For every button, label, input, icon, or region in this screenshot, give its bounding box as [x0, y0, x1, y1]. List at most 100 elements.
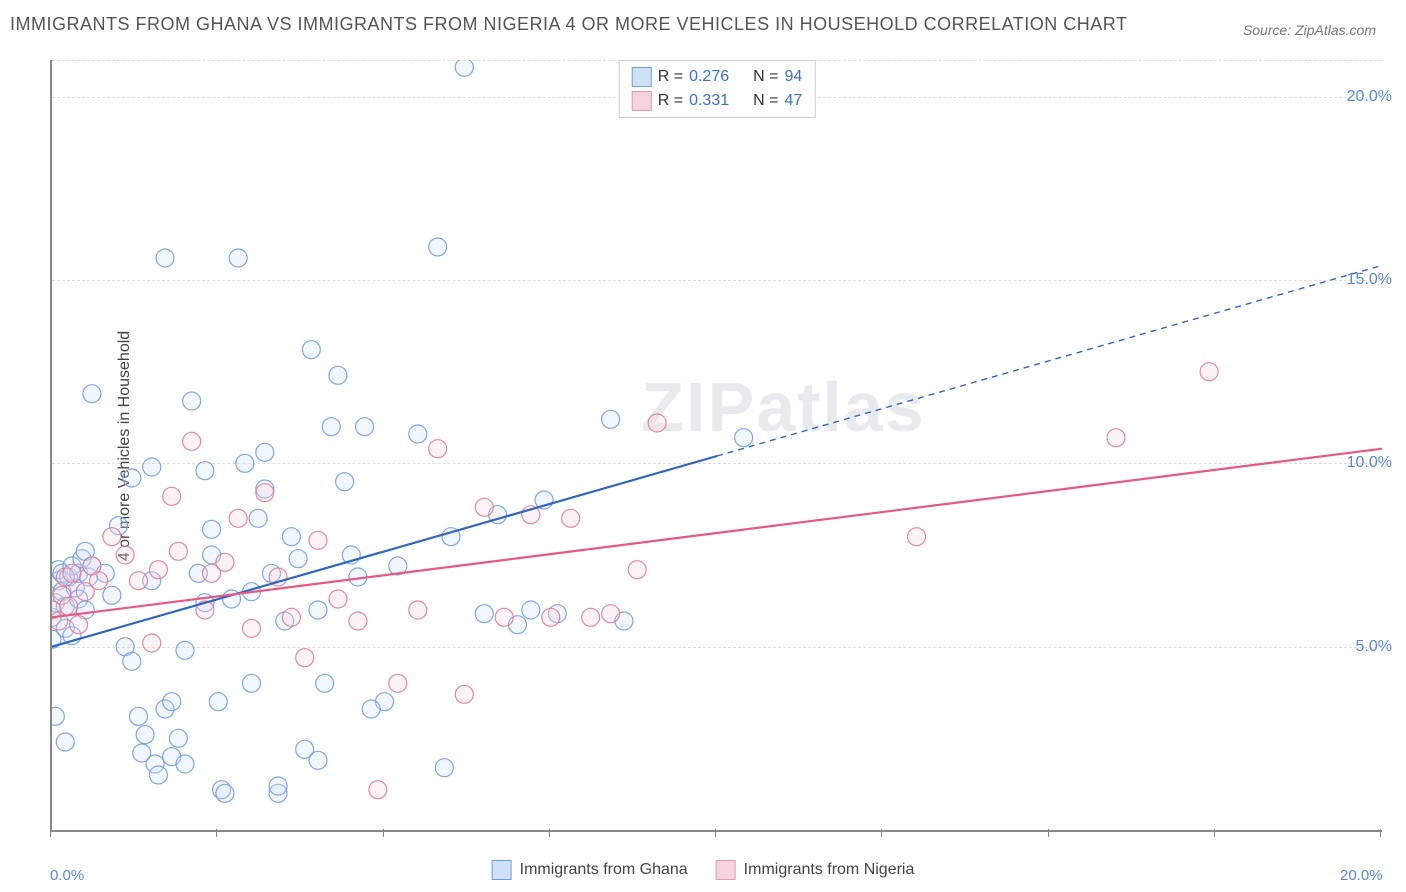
- x-tick-mark: [1380, 829, 1381, 837]
- r-label: R =: [658, 92, 683, 110]
- data-point: [289, 550, 307, 568]
- data-point: [329, 366, 347, 384]
- r-value: 0.331: [689, 92, 729, 110]
- n-value: 47: [784, 92, 802, 110]
- data-point: [176, 641, 194, 659]
- data-point: [90, 572, 108, 590]
- data-point: [1107, 429, 1125, 447]
- x-tick-mark: [1214, 829, 1215, 837]
- data-point: [282, 528, 300, 546]
- data-point: [522, 601, 540, 619]
- data-point: [282, 608, 300, 626]
- data-point: [183, 392, 201, 410]
- stats-legend: R = 0.276 N = 94 R = 0.331 N = 47: [619, 60, 816, 118]
- data-point: [309, 601, 327, 619]
- data-point: [149, 766, 167, 784]
- swatch-icon: [492, 860, 512, 880]
- chart-title: IMMIGRANTS FROM GHANA VS IMMIGRANTS FROM…: [10, 14, 1127, 35]
- data-point: [163, 693, 181, 711]
- data-point: [52, 707, 64, 725]
- data-point: [455, 685, 473, 703]
- data-point: [322, 418, 340, 436]
- data-point: [302, 341, 320, 359]
- data-point: [169, 729, 187, 747]
- r-label: R =: [658, 68, 683, 86]
- x-tick-label: 0.0%: [50, 867, 84, 884]
- data-point: [475, 605, 493, 623]
- x-tick-mark: [216, 829, 217, 837]
- x-tick-mark: [881, 829, 882, 837]
- data-point: [735, 429, 753, 447]
- data-point: [56, 733, 74, 751]
- data-point: [116, 546, 134, 564]
- plot-area: R = 0.276 N = 94 R = 0.331 N = 47 ZIPatl…: [50, 60, 1382, 832]
- data-point: [143, 458, 161, 476]
- data-point: [236, 454, 254, 472]
- data-point: [409, 601, 427, 619]
- r-value: 0.276: [689, 68, 729, 86]
- legend-item: Immigrants from Ghana: [492, 860, 688, 880]
- data-point: [149, 561, 167, 579]
- data-point: [169, 542, 187, 560]
- swatch-icon: [632, 67, 652, 87]
- scatter-svg: [52, 60, 1382, 830]
- trend-line-extrapolated: [717, 265, 1382, 456]
- data-point: [123, 469, 141, 487]
- data-point: [243, 674, 261, 692]
- data-point: [129, 707, 147, 725]
- data-point: [602, 410, 620, 428]
- x-tick-mark: [383, 829, 384, 837]
- trend-line: [52, 449, 1382, 618]
- data-point: [243, 619, 261, 637]
- data-point: [429, 238, 447, 256]
- data-point: [70, 616, 88, 634]
- data-point: [136, 726, 154, 744]
- data-point: [229, 249, 247, 267]
- data-point: [129, 572, 147, 590]
- n-label: N =: [753, 68, 778, 86]
- data-point: [409, 425, 427, 443]
- legend-item: Immigrants from Nigeria: [716, 860, 915, 880]
- data-point: [389, 674, 407, 692]
- data-point: [1200, 363, 1218, 381]
- data-point: [229, 509, 247, 527]
- x-tick-label: 20.0%: [1340, 867, 1383, 884]
- data-point: [475, 498, 493, 516]
- swatch-icon: [716, 860, 736, 880]
- data-point: [369, 781, 387, 799]
- x-tick-mark: [50, 829, 51, 837]
- data-point: [329, 590, 347, 608]
- data-point: [309, 751, 327, 769]
- legend-label: Immigrants from Ghana: [520, 861, 688, 879]
- data-point: [183, 432, 201, 450]
- data-point: [495, 608, 513, 626]
- data-point: [582, 608, 600, 626]
- n-value: 94: [784, 68, 802, 86]
- legend-label: Immigrants from Nigeria: [744, 861, 915, 879]
- data-point: [648, 414, 666, 432]
- data-point: [356, 418, 374, 436]
- data-point: [123, 652, 141, 670]
- n-label: N =: [753, 92, 778, 110]
- data-point: [163, 487, 181, 505]
- data-point: [429, 440, 447, 458]
- stats-row: R = 0.276 N = 94: [620, 65, 815, 89]
- series-legend: Immigrants from Ghana Immigrants from Ni…: [492, 860, 915, 880]
- chart-root: IMMIGRANTS FROM GHANA VS IMMIGRANTS FROM…: [0, 0, 1406, 892]
- data-point: [209, 693, 227, 711]
- x-tick-mark: [549, 829, 550, 837]
- data-point: [156, 249, 174, 267]
- data-point: [296, 649, 314, 667]
- data-point: [103, 528, 121, 546]
- data-point: [176, 755, 194, 773]
- data-point: [336, 473, 354, 491]
- data-point: [216, 553, 234, 571]
- data-point: [908, 528, 926, 546]
- data-point: [60, 597, 78, 615]
- data-point: [628, 561, 646, 579]
- data-point: [316, 674, 334, 692]
- data-point: [63, 564, 81, 582]
- data-point: [196, 462, 214, 480]
- data-point: [256, 443, 274, 461]
- data-point: [562, 509, 580, 527]
